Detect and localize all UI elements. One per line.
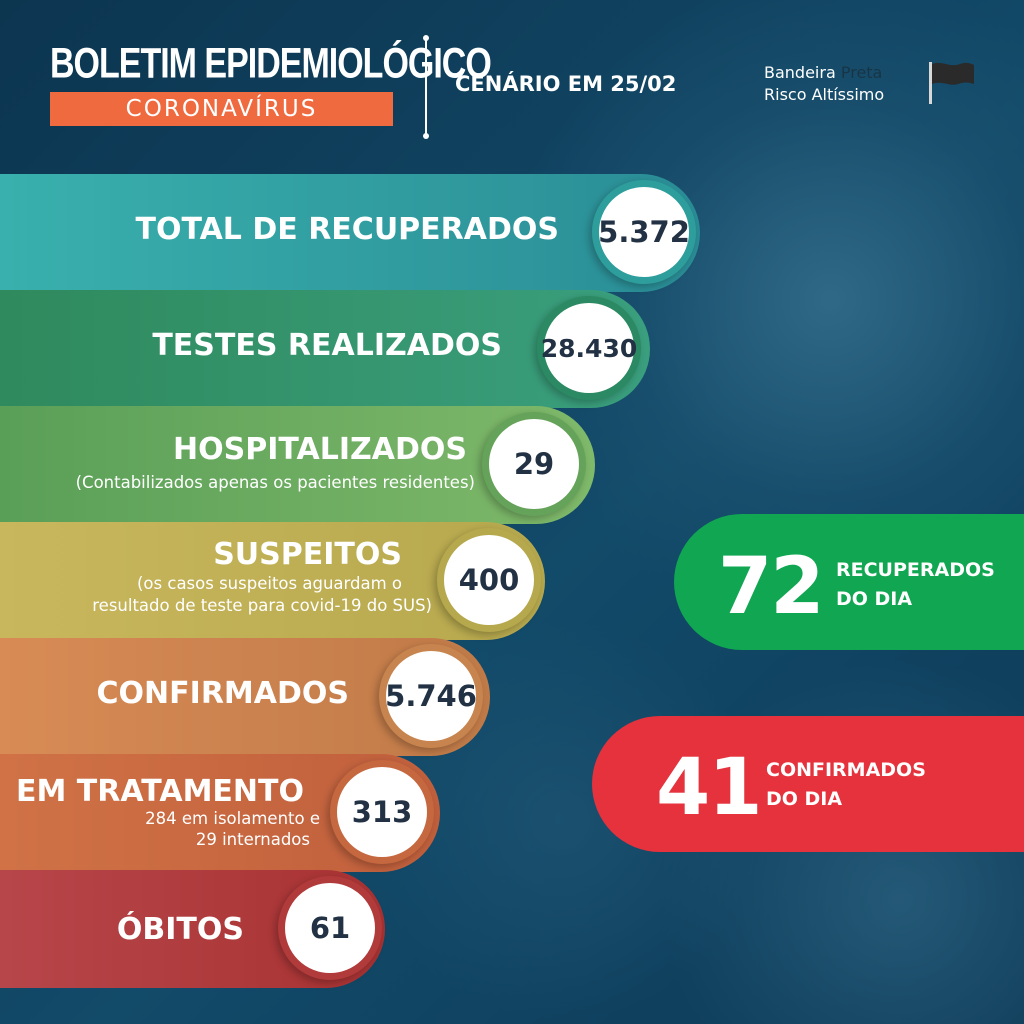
label-total-recuperados: TOTAL DE RECUPERADOS xyxy=(135,212,559,247)
bar-total-recuperados xyxy=(0,174,700,292)
flag-line-2: Risco Altíssimo xyxy=(764,85,885,104)
value-obitos: 61 xyxy=(309,911,351,945)
value-em-tratamento: 313 xyxy=(351,795,413,829)
black-flag-icon xyxy=(929,62,974,104)
note-hospitalizados: (Contabilizados apenas os pacientes resi… xyxy=(75,473,475,492)
value-circle-obitos: 61 xyxy=(278,876,382,980)
text-confirmados-do-dia-2: DO DIA xyxy=(766,788,843,810)
note-suspeitos-1: (os casos suspeitos aguardam o xyxy=(137,574,402,593)
flag-status: Bandeira Preta Risco Altíssimo xyxy=(764,62,1004,106)
text-confirmados-do-dia-1: CONFIRMADOS xyxy=(766,759,926,781)
note-em-tratamento-2: 29 internados xyxy=(195,830,310,849)
number-recuperados-do-dia: 72 xyxy=(718,542,825,632)
label-hospitalizados: HOSPITALIZADOS xyxy=(173,432,467,467)
label-confirmados: CONFIRMADOS xyxy=(96,676,349,711)
label-suspeitos: SUSPEITOS xyxy=(213,537,402,572)
header-divider xyxy=(423,35,429,139)
text-recuperados-do-dia-2: DO DIA xyxy=(836,588,913,610)
value-testes-realizados: 28.430 xyxy=(540,333,638,363)
flag-color-word: Preta xyxy=(840,63,883,82)
value-total-recuperados: 5.372 xyxy=(598,215,690,249)
pill-confirmados-do-dia xyxy=(592,716,1024,852)
flag-line-1-prefix: Bandeira xyxy=(764,63,841,82)
value-circle-hospitalizados: 29 xyxy=(482,412,586,516)
scenario-date: CENÁRIO EM 25/02 xyxy=(455,72,677,96)
value-confirmados: 5.746 xyxy=(385,679,477,713)
header: BOLETIM EPIDEMIOLÓGICO CORONAVÍRUS CENÁR… xyxy=(0,0,1024,160)
label-testes-realizados: TESTES REALIZADOS xyxy=(152,328,502,363)
note-suspeitos-2: resultado de teste para covid-19 do SUS) xyxy=(92,596,432,615)
text-recuperados-do-dia-1: RECUPERADOS xyxy=(836,559,995,581)
value-suspeitos: 400 xyxy=(458,563,520,597)
bulletin-title: BOLETIM EPIDEMIOLÓGICO xyxy=(50,40,492,88)
value-circle-em-tratamento: 313 xyxy=(330,760,434,864)
label-em-tratamento: EM TRATAMENTO xyxy=(15,774,304,809)
number-confirmados-do-dia: 41 xyxy=(656,743,763,833)
pill-recuperados-do-dia xyxy=(674,514,1024,650)
flag-line-1: Bandeira Preta xyxy=(764,62,1004,84)
value-circle-confirmados: 5.746 xyxy=(379,644,483,748)
value-circle-total-recuperados: 5.372 xyxy=(592,180,696,284)
bulletin-subtitle: CORONAVÍRUS xyxy=(50,92,393,126)
value-hospitalizados: 29 xyxy=(513,447,555,481)
value-circle-suspeitos: 400 xyxy=(437,528,541,632)
value-circle-testes-realizados: 28.430 xyxy=(537,296,641,400)
note-em-tratamento-1: 284 em isolamento e xyxy=(145,809,320,828)
label-obitos: ÓBITOS xyxy=(116,912,244,947)
